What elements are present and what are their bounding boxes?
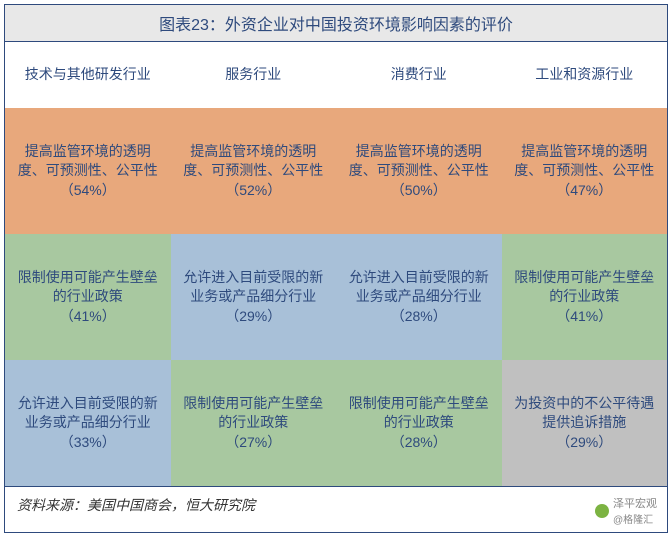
chart-container: 图表23：外资企业对中国投资环境影响因素的评价 技术与其他研发行业 服务行业 消… (4, 4, 668, 533)
watermark: 泽平宏观 @格隆汇 (595, 495, 657, 526)
table-row: 提高监管环境的透明度、可预测性、公平性（54%）提高监管环境的透明度、可预测性、… (5, 108, 667, 234)
chart-title: 图表23：外资企业对中国投资环境影响因素的评价 (5, 5, 667, 42)
cell-text: 提高监管环境的透明度、可预测性、公平性 (349, 143, 489, 179)
table-row: 限制使用可能产生壁垒的行业政策（41%）允许进入目前受限的新业务或产品细分行业（… (5, 234, 667, 360)
table-cell: 提高监管环境的透明度、可预测性、公平性（54%） (5, 108, 171, 234)
table-cell: 限制使用可能产生壁垒的行业政策（41%） (502, 234, 668, 360)
source-text: 资料来源：美国中国商会，恒大研究院 (17, 497, 255, 513)
table-cell: 提高监管环境的透明度、可预测性、公平性（52%） (171, 108, 337, 234)
table-row: 允许进入目前受限的新业务或产品细分行业（33%）限制使用可能产生壁垒的行业政策（… (5, 360, 667, 486)
cell-text: 允许进入目前受限的新业务或产品细分行业 (183, 269, 323, 305)
cell-percent: （28%） (342, 433, 496, 453)
cell-text: 提高监管环境的透明度、可预测性、公平性 (514, 143, 654, 179)
table-cell: 提高监管环境的透明度、可预测性、公平性（47%） (502, 108, 668, 234)
cell-text: 提高监管环境的透明度、可预测性、公平性 (183, 143, 323, 179)
cell-percent: （41%） (11, 307, 165, 327)
cell-percent: （33%） (11, 433, 165, 453)
cell-percent: （50%） (342, 181, 496, 201)
cell-text: 限制使用可能产生壁垒的行业政策 (349, 395, 489, 431)
cell-text: 允许进入目前受限的新业务或产品细分行业 (18, 395, 158, 431)
cell-text: 允许进入目前受限的新业务或产品细分行业 (349, 269, 489, 305)
cell-percent: （29%） (508, 433, 662, 453)
cell-percent: （54%） (11, 181, 165, 201)
watermark-line1: 泽平宏观 (613, 498, 657, 510)
wechat-icon (595, 504, 609, 518)
table-cell: 限制使用可能产生壁垒的行业政策（28%） (336, 360, 502, 486)
data-table: 技术与其他研发行业 服务行业 消费行业 工业和资源行业 提高监管环境的透明度、可… (5, 42, 667, 486)
cell-percent: （52%） (177, 181, 331, 201)
cell-percent: （28%） (342, 307, 496, 327)
table-cell: 允许进入目前受限的新业务或产品细分行业（28%） (336, 234, 502, 360)
table-cell: 限制使用可能产生壁垒的行业政策（27%） (171, 360, 337, 486)
table-cell: 允许进入目前受限的新业务或产品细分行业（29%） (171, 234, 337, 360)
cell-percent: （47%） (508, 181, 662, 201)
cell-text: 限制使用可能产生壁垒的行业政策 (18, 269, 158, 305)
cell-text: 限制使用可能产生壁垒的行业政策 (514, 269, 654, 305)
cell-percent: （29%） (177, 307, 331, 327)
table-cell: 提高监管环境的透明度、可预测性、公平性（50%） (336, 108, 502, 234)
cell-percent: （27%） (177, 433, 331, 453)
col-header: 技术与其他研发行业 (5, 42, 171, 108)
cell-text: 限制使用可能产生壁垒的行业政策 (183, 395, 323, 431)
cell-text: 为投资中的不公平待遇提供追诉措施 (514, 395, 654, 431)
table-cell: 限制使用可能产生壁垒的行业政策（41%） (5, 234, 171, 360)
col-header: 工业和资源行业 (502, 42, 668, 108)
table-cell: 为投资中的不公平待遇提供追诉措施（29%） (502, 360, 668, 486)
source-row: 资料来源：美国中国商会，恒大研究院 泽平宏观 @格隆汇 (5, 486, 667, 532)
header-row: 技术与其他研发行业 服务行业 消费行业 工业和资源行业 (5, 42, 667, 108)
col-header: 服务行业 (171, 42, 337, 108)
watermark-line2: @格隆汇 (613, 515, 653, 526)
cell-text: 提高监管环境的透明度、可预测性、公平性 (18, 143, 158, 179)
col-header: 消费行业 (336, 42, 502, 108)
cell-percent: （41%） (508, 307, 662, 327)
table-cell: 允许进入目前受限的新业务或产品细分行业（33%） (5, 360, 171, 486)
